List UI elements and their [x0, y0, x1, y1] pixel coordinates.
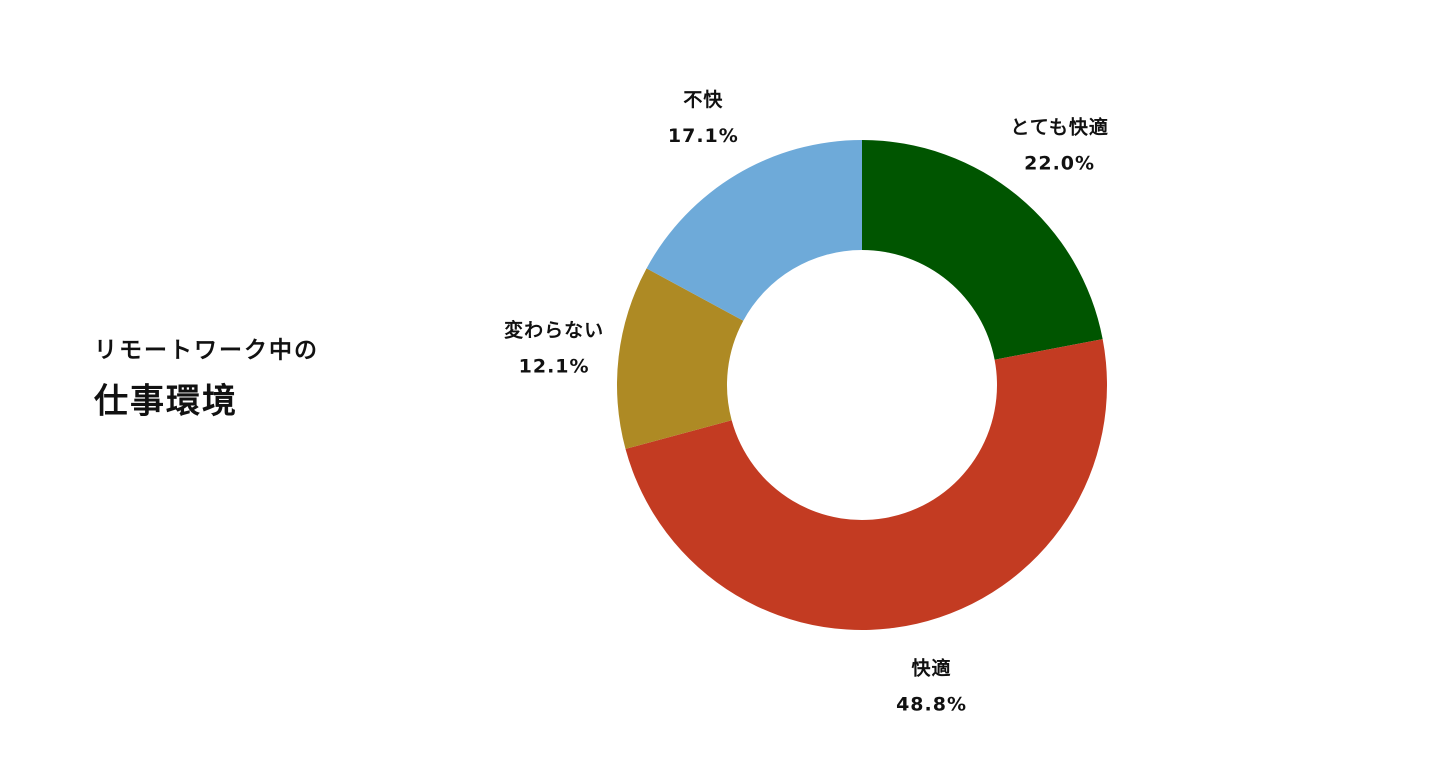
- slice-label: 快適: [912, 657, 952, 680]
- value-label: 48.8%: [896, 694, 967, 716]
- value-label: 22.0%: [1024, 153, 1095, 175]
- donut-slice: [862, 140, 1103, 360]
- slice-label: 変わらない: [504, 319, 604, 342]
- donut-slice: [646, 140, 862, 321]
- donut-slice: [617, 268, 744, 449]
- chart-title: 仕事環境: [94, 382, 238, 422]
- slice-label: とても快適: [1010, 116, 1108, 139]
- chart-subtitle: リモートワーク中の: [94, 338, 319, 364]
- donut-slice: [625, 339, 1107, 631]
- value-label: 12.1%: [519, 356, 590, 378]
- slice-label: 不快: [683, 88, 723, 111]
- value-label: 17.1%: [668, 125, 739, 147]
